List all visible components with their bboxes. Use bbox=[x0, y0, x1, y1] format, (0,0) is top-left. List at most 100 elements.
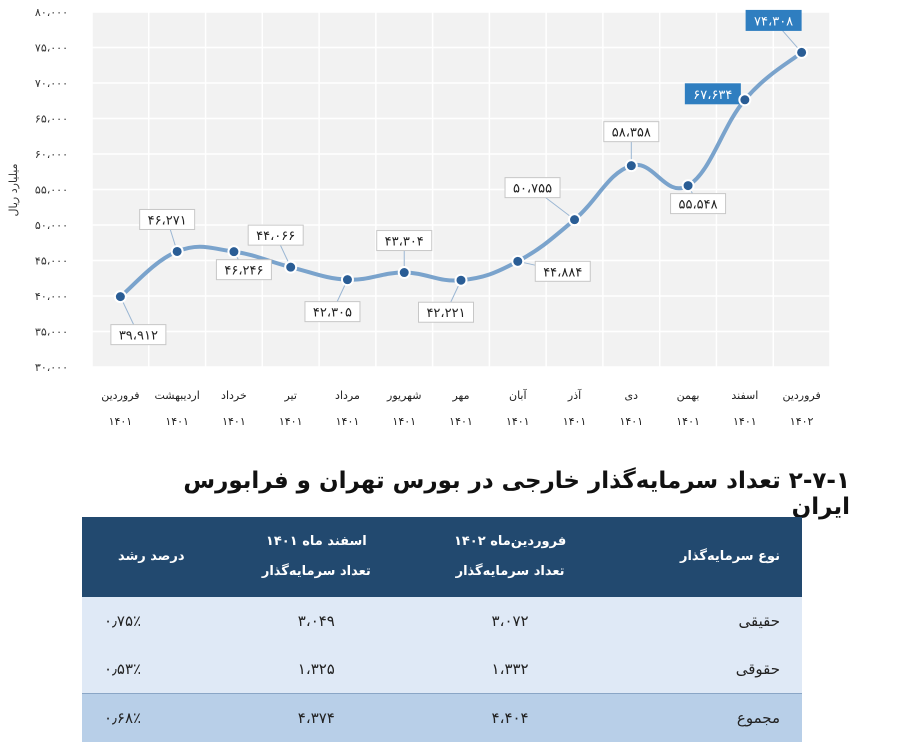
foreign-investors-table: نوع سرمایه‌گذار فروردین‌ماه ۱۴۰۲ تعداد س… bbox=[82, 517, 802, 742]
x-tick-label-year: ۱۴۰۱ bbox=[733, 415, 757, 428]
data-point bbox=[624, 159, 638, 173]
x-tick-label-year: ۱۴۰۱ bbox=[563, 415, 587, 428]
data-label-box bbox=[745, 9, 802, 31]
y-tick-label: ۳۰،۰۰۰ bbox=[35, 361, 68, 374]
data-point bbox=[568, 213, 582, 227]
data-label: ۴۴،۰۶۶ bbox=[256, 229, 295, 244]
data-label-box bbox=[684, 83, 741, 105]
data-point bbox=[227, 245, 241, 259]
x-tick-label-year: ۱۴۰۱ bbox=[222, 415, 246, 428]
cell-growth: ۰٫۷۵٪ bbox=[82, 597, 221, 645]
y-tick-label: ۵۰،۰۰۰ bbox=[35, 219, 68, 232]
header-esfand-1401-period: اسفند ماه ۱۴۰۱ bbox=[265, 534, 367, 549]
cell-esfand-1401: ۴،۳۷۴ bbox=[220, 693, 413, 742]
x-tick-label-year: ۱۴۰۱ bbox=[279, 415, 303, 428]
data-label-box bbox=[247, 224, 304, 246]
data-point bbox=[284, 260, 298, 274]
header-farvardin-1402-metric: تعداد سرمایه‌گذار bbox=[455, 564, 565, 579]
y-tick-label: ۶۰،۰۰۰ bbox=[35, 148, 68, 161]
header-growth-percent: درصد رشد bbox=[82, 517, 221, 597]
header-farvardin-1402: فروردین‌ماه ۱۴۰۲ تعداد سرمایه‌گذار bbox=[412, 517, 608, 597]
data-label-box bbox=[139, 208, 196, 230]
x-tick-label-year: ۱۴۰۱ bbox=[109, 415, 133, 428]
cell-esfand-1401: ۱،۳۲۵ bbox=[220, 645, 413, 694]
data-label-box bbox=[534, 260, 591, 282]
data-label: ۳۹،۹۱۲ bbox=[119, 329, 158, 344]
header-esfand-1401-metric: تعداد سرمایه‌گذار bbox=[261, 564, 371, 579]
header-esfand-1401: اسفند ماه ۱۴۰۱ تعداد سرمایه‌گذار bbox=[220, 517, 413, 597]
x-tick-label-month: فروردین bbox=[782, 389, 820, 402]
y-tick-label: ۶۵،۰۰۰ bbox=[35, 113, 68, 126]
cell-growth: ۰٫۶۸٪ bbox=[82, 693, 221, 742]
data-label: ۴۴،۸۸۴ bbox=[543, 265, 582, 280]
data-label: ۷۴،۳۰۸ bbox=[754, 14, 793, 29]
chart-svg: ۸۰،۰۰۰ ۷۵،۰۰۰ ۷۰،۰۰۰ ۶۵،۰۰۰ ۶۰،۰۰۰ ۵۵،۰۰۰ ۵۰،۰… bbox=[7, 6, 831, 428]
data-label-box bbox=[504, 177, 561, 199]
x-tick-label-month: اردیبهشت bbox=[154, 389, 199, 402]
data-point bbox=[113, 290, 127, 304]
data-label: ۶۷،۶۳۴ bbox=[693, 88, 732, 103]
x-tick-label-month: شهریور bbox=[386, 389, 421, 402]
x-tick-label-month: خرداد bbox=[221, 389, 247, 402]
data-label-box bbox=[376, 230, 433, 252]
y-axis-label: میلیارد ریال bbox=[7, 163, 20, 216]
data-label: ۴۳،۳۰۴ bbox=[385, 235, 424, 250]
data-label-box bbox=[670, 193, 727, 215]
data-label: ۵۸،۳۵۸ bbox=[612, 126, 651, 141]
cell-farvardin-1402: ۴،۴۰۴ bbox=[412, 693, 608, 742]
data-label-box bbox=[110, 324, 167, 346]
x-tick-label-month: مهر bbox=[451, 389, 469, 402]
cell-type: مجموع bbox=[608, 693, 802, 742]
data-label: ۴۶،۲۴۶ bbox=[224, 264, 263, 279]
x-tick-label-year: ۱۴۰۱ bbox=[676, 415, 700, 428]
y-tick-label: ۴۵،۰۰۰ bbox=[35, 255, 68, 268]
cell-growth: ۰٫۵۳٪ bbox=[82, 645, 221, 694]
data-label: ۴۲،۳۰۵ bbox=[313, 306, 352, 321]
header-farvardin-1402-period: فروردین‌ماه ۱۴۰۲ bbox=[453, 534, 567, 549]
cell-esfand-1401: ۳،۰۴۹ bbox=[220, 597, 413, 645]
x-tick-label-year: ۱۴۰۱ bbox=[619, 415, 643, 428]
table-row: حقیقی ۳،۰۷۲ ۳،۰۴۹ ۰٫۷۵٪ bbox=[82, 597, 802, 645]
y-tick-label: ۷۵،۰۰۰ bbox=[35, 42, 68, 55]
data-label: ۴۶،۲۷۱ bbox=[148, 213, 187, 228]
x-tick-label-month: مرداد bbox=[335, 389, 360, 402]
data-point bbox=[170, 244, 184, 258]
data-label-box bbox=[215, 259, 272, 281]
x-tick-label-month: آذر bbox=[567, 388, 582, 402]
table-header-row: نوع سرمایه‌گذار فروردین‌ماه ۱۴۰۲ تعداد س… bbox=[82, 517, 802, 597]
table-row: حقوقی ۱،۳۳۲ ۱،۳۲۵ ۰٫۵۳٪ bbox=[82, 645, 802, 694]
x-tick-label-month: دی bbox=[625, 389, 639, 402]
x-tick-label-year: ۱۴۰۱ bbox=[449, 415, 473, 428]
x-tick-label-year: ۱۴۰۱ bbox=[392, 415, 416, 428]
data-label: ۴۲،۲۲۱ bbox=[426, 306, 465, 321]
line-chart: ۸۰،۰۰۰ ۷۵،۰۰۰ ۷۰،۰۰۰ ۶۵،۰۰۰ ۶۰،۰۰۰ ۵۵،۰۰۰ ۵۰،۰… bbox=[7, 6, 831, 428]
x-tick-label-month: فروردین bbox=[101, 389, 139, 402]
data-point bbox=[397, 266, 411, 280]
cell-farvardin-1402: ۱،۳۳۲ bbox=[412, 645, 608, 694]
y-tick-label: ۸۰،۰۰۰ bbox=[35, 6, 68, 19]
data-label: ۵۰،۷۵۵ bbox=[513, 182, 552, 197]
table-row-total: مجموع ۴،۴۰۴ ۴،۳۷۴ ۰٫۶۸٪ bbox=[82, 693, 802, 742]
data-point bbox=[454, 273, 468, 287]
x-tick-label-year: ۱۴۰۲ bbox=[790, 415, 814, 428]
section-title: ۲-۷-۱ تعداد سرمایه‌گذار خارجی در بورس ته… bbox=[183, 468, 850, 520]
x-tick-label-year: ۱۴۰۱ bbox=[506, 415, 530, 428]
data-label-box bbox=[603, 121, 660, 143]
x-tick-label-year: ۱۴۰۱ bbox=[336, 415, 360, 428]
data-point bbox=[340, 273, 354, 287]
y-tick-label: ۷۰،۰۰۰ bbox=[35, 77, 68, 90]
y-tick-label: ۳۵،۰۰۰ bbox=[35, 326, 68, 339]
data-point bbox=[738, 93, 752, 107]
x-tick-label-month: بهمن bbox=[677, 389, 700, 402]
data-point bbox=[681, 179, 695, 193]
data-label-box bbox=[418, 301, 474, 323]
x-tick-label-month: آبان bbox=[509, 388, 527, 402]
data-point bbox=[511, 254, 525, 268]
cell-type: حقیقی bbox=[608, 597, 802, 645]
x-tick-label-year: ۱۴۰۱ bbox=[165, 415, 189, 428]
cell-type: حقوقی bbox=[608, 645, 802, 694]
data-label: ۵۵،۵۴۸ bbox=[679, 198, 718, 213]
x-tick-label-month: تیر bbox=[283, 389, 296, 402]
header-investor-type: نوع سرمایه‌گذار bbox=[608, 517, 802, 597]
data-label-box bbox=[304, 301, 361, 323]
